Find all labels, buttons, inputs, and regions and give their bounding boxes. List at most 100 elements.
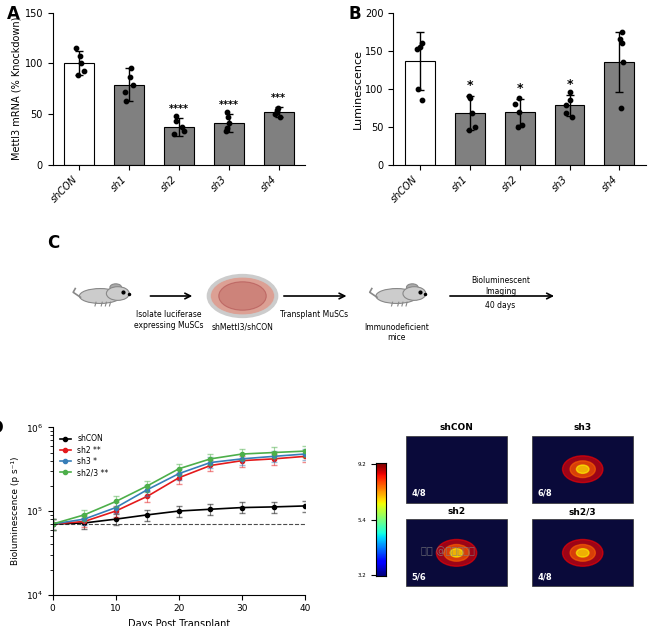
Text: Immunodeficient
mice: Immunodeficient mice <box>364 322 429 342</box>
Circle shape <box>577 465 589 473</box>
sh2/3 ** <box>270 449 277 456</box>
Text: Isolate luciferase
expressing MuSCs: Isolate luciferase expressing MuSCs <box>134 310 203 330</box>
Point <box>220 126 231 136</box>
shCON <box>175 507 183 515</box>
Bar <box>455 113 485 165</box>
Point <box>616 103 626 113</box>
sh3 * <box>49 520 57 528</box>
X-axis label: Days Post Transplant: Days Post Transplant <box>128 619 230 626</box>
sh3 * <box>270 453 277 460</box>
sh3 * <box>175 470 183 478</box>
sh2 ** <box>238 457 246 464</box>
Bar <box>114 85 144 165</box>
Circle shape <box>577 548 589 557</box>
Bar <box>505 112 534 165</box>
sh2/3 ** <box>144 482 152 490</box>
Point <box>171 111 181 121</box>
Bar <box>554 105 585 165</box>
Y-axis label: Luminescence: Luminescence <box>353 49 362 128</box>
Circle shape <box>450 548 463 557</box>
Text: sh2: sh2 <box>447 507 466 516</box>
sh2 ** <box>301 453 309 460</box>
FancyBboxPatch shape <box>532 520 633 587</box>
Line: sh3 *: sh3 * <box>51 452 307 526</box>
Circle shape <box>110 284 121 291</box>
Point <box>270 109 280 119</box>
Circle shape <box>563 456 603 483</box>
Text: 40 days: 40 days <box>486 301 515 310</box>
Circle shape <box>570 545 595 562</box>
Point <box>463 91 474 101</box>
Point <box>415 42 426 52</box>
Bar <box>164 127 194 165</box>
Circle shape <box>113 285 119 289</box>
Point <box>616 38 627 48</box>
sh2/3 ** <box>80 511 88 518</box>
shCON <box>144 511 152 518</box>
Point <box>616 34 626 44</box>
shCON <box>49 520 57 528</box>
sh2 ** <box>175 474 183 481</box>
Point <box>273 103 283 113</box>
Text: shCON: shCON <box>440 423 473 433</box>
Point <box>171 116 181 126</box>
Text: *: * <box>566 78 573 91</box>
Line: sh2 **: sh2 ** <box>51 454 307 526</box>
Point <box>469 121 480 131</box>
FancyBboxPatch shape <box>406 520 507 587</box>
Text: A: A <box>7 5 20 23</box>
Text: 5/6: 5/6 <box>411 572 426 582</box>
Text: *: * <box>517 83 523 95</box>
sh3 * <box>238 455 246 463</box>
sh2/3 ** <box>238 450 246 458</box>
sh2/3 ** <box>49 520 57 528</box>
Text: 4/8: 4/8 <box>411 489 426 498</box>
Text: sh3: sh3 <box>574 423 592 433</box>
Text: 6/8: 6/8 <box>537 489 552 498</box>
Circle shape <box>403 287 426 300</box>
Text: *: * <box>467 80 473 93</box>
Ellipse shape <box>80 289 121 304</box>
Point <box>275 112 285 122</box>
Circle shape <box>436 540 476 567</box>
Point <box>78 66 89 76</box>
sh2/3 ** <box>301 448 309 455</box>
shCON <box>301 502 309 510</box>
Y-axis label: Bioluminescence (p s⁻¹): Bioluminescence (p s⁻¹) <box>11 457 20 565</box>
Point <box>513 93 524 103</box>
Bar <box>64 63 94 165</box>
Point <box>223 112 233 122</box>
Point <box>72 70 83 80</box>
Point <box>221 107 232 117</box>
sh3 * <box>144 486 152 493</box>
sh2 ** <box>80 518 88 525</box>
Circle shape <box>570 461 595 478</box>
Ellipse shape <box>219 282 266 310</box>
Point <box>617 57 628 67</box>
Circle shape <box>444 545 469 562</box>
FancyBboxPatch shape <box>406 436 507 503</box>
Point <box>75 51 86 61</box>
sh2/3 ** <box>112 498 120 505</box>
Point <box>169 129 179 139</box>
shCON <box>80 519 88 526</box>
Point <box>272 107 282 117</box>
Bar <box>264 112 294 165</box>
Point <box>126 63 136 73</box>
Point <box>561 100 571 110</box>
Legend: shCON, sh2 **, sh3 *, sh2/3 **: shCON, sh2 **, sh3 *, sh2/3 ** <box>57 431 111 480</box>
Point <box>513 121 523 131</box>
shCON <box>238 504 246 511</box>
Point <box>127 80 138 90</box>
Point <box>467 108 477 118</box>
Point <box>616 26 627 36</box>
sh2/3 ** <box>175 465 183 473</box>
Text: 知乎 @易基因科技: 知乎 @易基因科技 <box>421 546 475 556</box>
Circle shape <box>563 540 603 567</box>
Point <box>416 38 427 48</box>
Text: D: D <box>0 419 3 437</box>
Line: shCON: shCON <box>51 504 307 526</box>
Text: sh2/3: sh2/3 <box>569 507 596 516</box>
shCON <box>270 503 277 511</box>
Text: 4/8: 4/8 <box>537 572 552 582</box>
